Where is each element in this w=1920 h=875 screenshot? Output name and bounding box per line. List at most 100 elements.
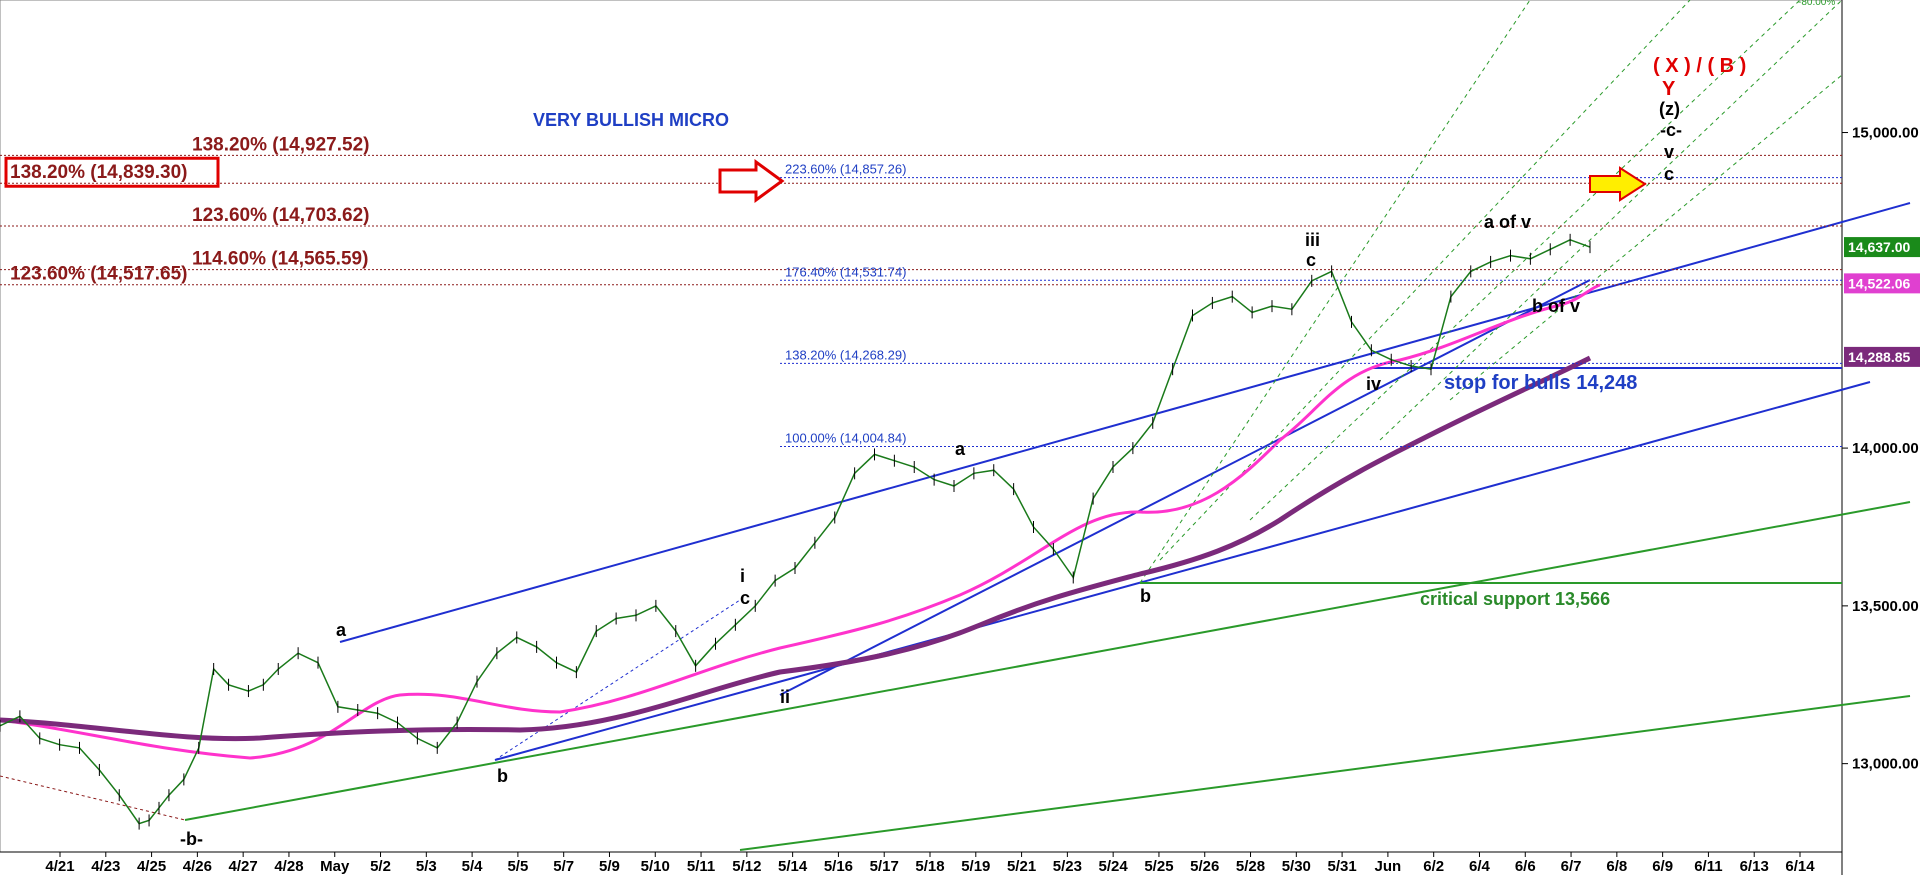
- wave-label: a: [955, 439, 966, 459]
- fib-blue-label: 176.40% (14,531.74): [785, 264, 906, 279]
- x-tick-label: 6/9: [1652, 858, 1673, 875]
- x-tick-label: 5/21: [1007, 858, 1036, 875]
- y-axis-ticks: 13,000.00 13,500.00 14,000.00 15,000.00: [1842, 125, 1919, 773]
- x-tick-label: 5/28: [1236, 858, 1265, 875]
- wave-label: iii: [1305, 230, 1320, 250]
- x-tick-label: 6/7: [1561, 858, 1582, 875]
- x-tick-label: 5/16: [824, 858, 853, 875]
- price-tag-box: [1844, 346, 1920, 367]
- x-tick-label: 6/6: [1515, 858, 1536, 875]
- magenta-moving-average: [0, 283, 1601, 760]
- x-tick-label: 5/25: [1144, 858, 1173, 875]
- wave-label: c: [1306, 250, 1316, 270]
- plot-area: [0, 0, 1843, 853]
- price-tags: 14,637.00 14,522.06 14,288.85: [1844, 237, 1920, 367]
- y-tick-label: 14,000.00: [1852, 440, 1919, 457]
- x-tick-label: 5/19: [961, 858, 990, 875]
- x-tick-label: 4/23: [91, 858, 120, 875]
- x-tick-label: Jun: [1375, 858, 1402, 875]
- wave-label: iv: [1366, 374, 1381, 394]
- x-tick-label: 6/8: [1606, 858, 1627, 875]
- x-tick-label: 6/4: [1469, 858, 1491, 875]
- x-tick-label: 4/26: [183, 858, 212, 875]
- price-tag-label: 14,637.00: [1848, 239, 1910, 255]
- chart-title: VERY BULLISH MICRO: [533, 110, 729, 130]
- x-tick-label: 6/14: [1785, 858, 1815, 875]
- x-tick-label: 5/18: [915, 858, 944, 875]
- x-tick-label: 5/3: [416, 858, 437, 875]
- x-tick-label: 5/2: [370, 858, 391, 875]
- pitchfork-1: [1139, 0, 1531, 584]
- fib-red-label: 138.20% (14,927.52): [192, 134, 369, 155]
- boxed-level-frame: [4, 156, 220, 188]
- x-tick-label: 5/30: [1282, 858, 1311, 875]
- wave-label: b: [1140, 586, 1151, 606]
- x-tick-label: 4/27: [229, 858, 258, 875]
- red-dashed-guide: [0, 775, 186, 821]
- x-tick-label: 5/14: [778, 858, 808, 875]
- red-arrow-icon: [718, 159, 785, 203]
- x-tick-label: 5/11: [687, 858, 715, 875]
- fib-level-lines: [0, 154, 1842, 448]
- x-tick-label: 5/9: [599, 858, 620, 875]
- wave-label: -b-: [180, 829, 203, 849]
- y-tick-label: 13,000.00: [1852, 756, 1919, 773]
- green-trend-1: [184, 501, 1911, 821]
- fib-red-label: 138.20% (14,839.30): [10, 162, 187, 183]
- wave-label: a of v: [1484, 212, 1531, 232]
- x-tick-label: 6/13: [1740, 858, 1769, 875]
- projection-label: ( X ) / ( B ): [1653, 55, 1746, 77]
- price-tag-box: [1844, 273, 1920, 294]
- x-tick-label: 5/5: [507, 858, 528, 875]
- price-line: [0, 238, 1591, 825]
- x-tick-label: 6/2: [1423, 858, 1444, 875]
- wave-label: c: [1664, 164, 1674, 184]
- yellow-arrow-icon: [1589, 166, 1647, 202]
- price-tag-box: [1844, 237, 1920, 258]
- price-series: [0, 233, 1591, 830]
- fib-red-labels: 138.20% (14,927.52)138.20% (14,839.30) 12…: [4, 134, 369, 285]
- x-axis-ticks: 4/21 4/23 4/25 4/26 4/27 4/28 May 5/2 5/3 5/4 5/5 5…: [45, 852, 1815, 875]
- fib-red-label: 123.60% (14,703.62): [192, 205, 369, 226]
- x-tick-label: 5/7: [553, 858, 574, 875]
- wave-label: ii: [780, 687, 790, 707]
- x-tick-label: 5/26: [1190, 858, 1219, 875]
- pitchfork-3: [1249, 0, 1801, 521]
- y-tick-label: 13,500.00: [1852, 598, 1919, 615]
- x-tick-label: 4/25: [137, 858, 166, 875]
- x-tick-label: 5/24: [1099, 858, 1129, 875]
- corner-label: -80.00%: [1798, 0, 1835, 8]
- x-tick-label: 5/12: [732, 858, 761, 875]
- wave-label: (z): [1659, 99, 1680, 119]
- purple-moving-average: [0, 355, 1592, 742]
- fib-red-label: 123.60% (14,517.65): [10, 264, 187, 285]
- support-note: critical support 13,566: [1420, 589, 1610, 609]
- x-tick-label: 4/21: [45, 858, 74, 875]
- fib-blue-label: 100.00% (14,004.84): [785, 431, 906, 446]
- fib-blue-labels: 223.60% (14,857.26) 176.40% (14,531.74) 13…: [785, 162, 906, 446]
- dashed-wave-guide: [494, 599, 741, 761]
- blue-channel-upper: [339, 202, 1911, 643]
- wave-label: -c-: [1660, 120, 1682, 140]
- x-tick-label: 5/4: [462, 858, 484, 875]
- x-tick-label: 5/17: [870, 858, 899, 875]
- wave-label: i: [740, 566, 745, 586]
- wave-label: b: [497, 766, 508, 786]
- blue-channel-lower: [494, 381, 1871, 761]
- price-tag-label: 14,288.85: [1848, 349, 1910, 365]
- wave-label: c: [740, 588, 750, 608]
- fib-blue-label: 223.60% (14,857.26): [785, 162, 906, 177]
- x-tick-label: 5/23: [1053, 858, 1082, 875]
- fib-red-label: 114.60% (14,565.59): [192, 249, 368, 270]
- projection-label: Y: [1662, 78, 1676, 100]
- pitchfork-4: [1379, 0, 1843, 441]
- wave-label: v: [1664, 142, 1674, 162]
- x-tick-label: 4/28: [274, 858, 303, 875]
- pitchfork-5: [1449, 74, 1843, 401]
- x-tick-label: May: [320, 858, 350, 875]
- x-tick-label: 5/10: [641, 858, 670, 875]
- x-tick-label: 5/31: [1328, 858, 1357, 875]
- blue-channel-mid: [779, 279, 1591, 696]
